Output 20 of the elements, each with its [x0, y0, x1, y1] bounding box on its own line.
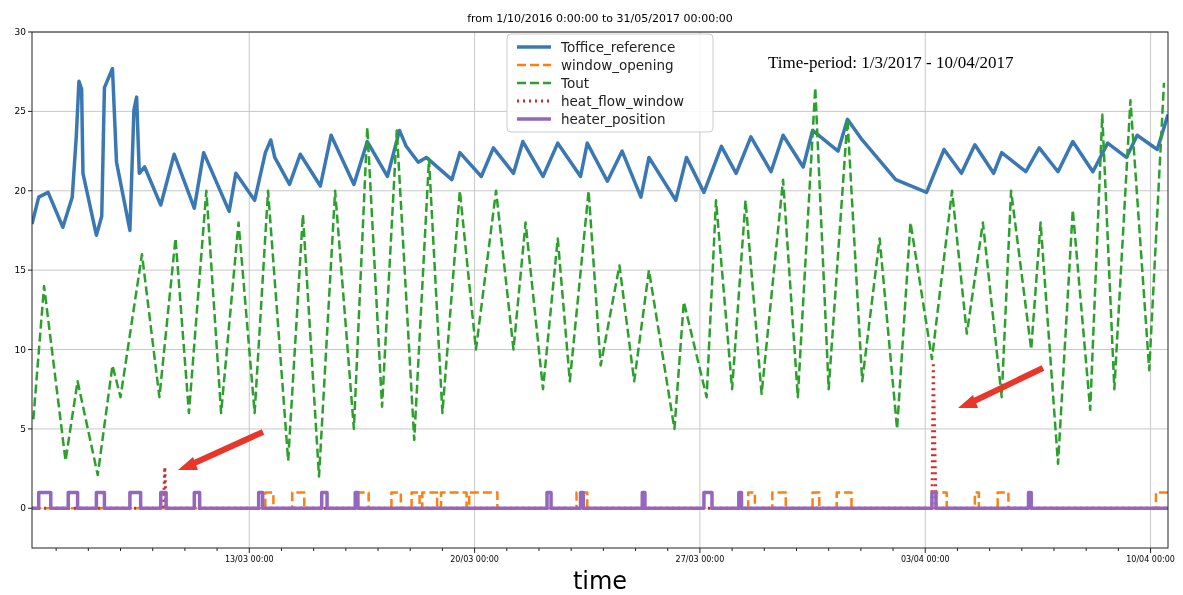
y-tick-label: 25 — [14, 106, 26, 117]
legend-label: Toffice_reference — [560, 39, 676, 55]
y-tick-label: 5 — [20, 423, 26, 434]
chart-title: from 1/10/2016 0:00:00 to 31/05/2017 00:00:00 — [467, 12, 733, 25]
annotation: Time-period: 1/3/2017 - 10/04/2017 — [768, 53, 1014, 72]
y-tick-label: 30 — [14, 27, 27, 37]
y-tick-label: 20 — [14, 185, 27, 196]
y-tick-label: 0 — [20, 503, 27, 514]
x-tick-label: 27/03 00:00 — [675, 555, 725, 564]
x-axis-title: time — [572, 567, 628, 595]
x-tick-label: 03/04 00:00 — [900, 555, 950, 564]
x-tick-label: 10/04 00:00 — [1126, 555, 1175, 564]
y-tick-label: 15 — [14, 265, 26, 276]
x-tick-label: 13/03 00:00 — [224, 555, 274, 564]
legend-label: window_opening — [561, 57, 674, 73]
legend-label: heat_flow_window — [561, 93, 684, 109]
y-tick-label: 10 — [14, 344, 27, 355]
legend-label: heater_position — [561, 111, 666, 127]
legend-label: Tout — [560, 75, 590, 91]
x-tick-label: 20/03 00:00 — [450, 555, 499, 564]
